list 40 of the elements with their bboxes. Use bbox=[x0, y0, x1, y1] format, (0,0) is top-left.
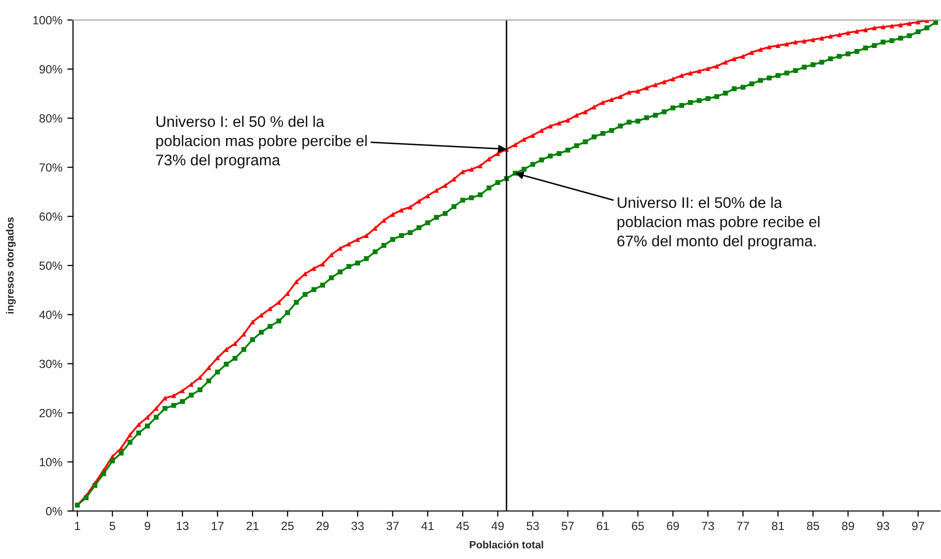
y-tick-label: 10% bbox=[40, 458, 62, 466]
y-axis-title: ingresos otorgados bbox=[6, 217, 16, 314]
x-tick-label: 85 bbox=[806, 522, 820, 530]
x-tick-label: 17 bbox=[212, 522, 224, 530]
y-tick-label: 30% bbox=[39, 360, 62, 368]
x-tick-label: 13 bbox=[176, 522, 189, 530]
x-tick-label: 53 bbox=[526, 522, 539, 530]
x-tick-label: 25 bbox=[282, 522, 294, 530]
x-tick-label: 97 bbox=[912, 522, 924, 530]
x-tick-label: 29 bbox=[316, 522, 329, 530]
x-tick-label: 81 bbox=[772, 522, 784, 530]
x-tick-label: 61 bbox=[596, 522, 609, 530]
y-tick-label: 70% bbox=[40, 163, 62, 172]
x-tick-label: 49 bbox=[491, 522, 504, 530]
annotation: Universo II: el 50% de la poblacion mas pobre recibe el 67% del monto del programa. bbox=[617, 196, 820, 250]
x-tick-label: 9 bbox=[144, 522, 150, 530]
y-tick-label: 60% bbox=[40, 212, 62, 221]
y-tick-label: 50% bbox=[39, 262, 62, 270]
y-tick-label: 0% bbox=[46, 507, 62, 516]
x-tick-label: 5 bbox=[110, 522, 116, 530]
x-tick-label: 73 bbox=[702, 522, 714, 530]
x-axis-title: Población total bbox=[470, 540, 544, 548]
x-tick-label: 89 bbox=[842, 522, 854, 530]
y-tick-label: 100% bbox=[33, 16, 62, 24]
x-tick-label: 45 bbox=[456, 522, 469, 530]
x-tick-label: 37 bbox=[386, 522, 399, 530]
x-tick-label: 77 bbox=[736, 522, 749, 530]
annotation: Universo I: el 50 % del la poblacion mas pobre percibe el 73% del programa bbox=[156, 116, 367, 168]
y-tick-label: 40% bbox=[39, 310, 62, 319]
x-tick-label: 93 bbox=[877, 522, 890, 530]
x-tick-label: 57 bbox=[562, 522, 574, 530]
x-tick-label: 65 bbox=[632, 522, 644, 530]
x-tick-label: 33 bbox=[352, 522, 364, 530]
y-tick-label: 90% bbox=[40, 65, 62, 74]
x-tick-label: 41 bbox=[421, 522, 434, 530]
x-tick-label: 21 bbox=[246, 522, 259, 530]
y-tick-label: 80% bbox=[39, 114, 62, 123]
y-tick-label: 20% bbox=[40, 408, 62, 418]
x-tick-label: 1 bbox=[74, 522, 80, 530]
x-tick-label: 69 bbox=[666, 522, 679, 530]
